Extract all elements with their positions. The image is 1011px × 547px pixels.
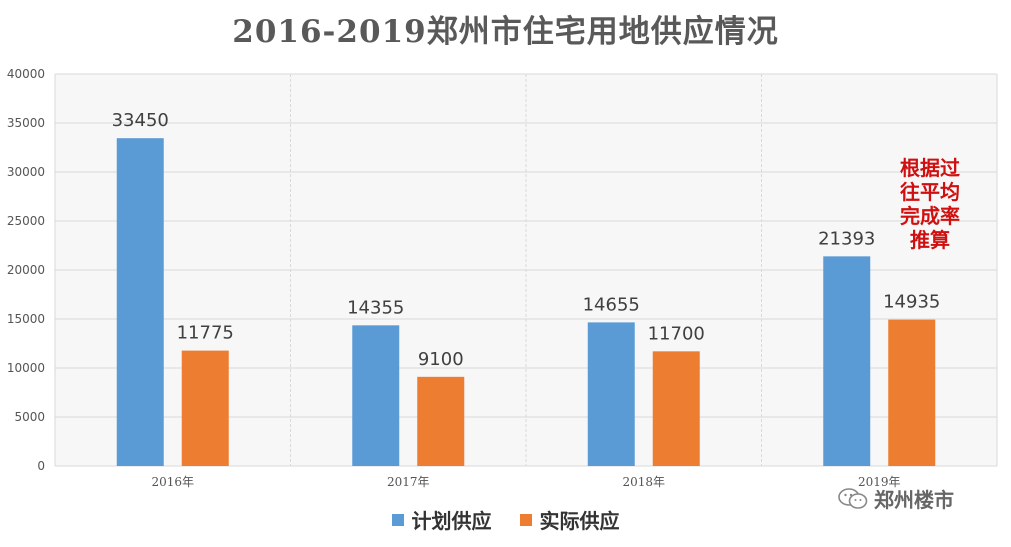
bars	[116, 138, 936, 466]
y-axis-ticks: 0 5000 10000 15000 20000 25000 30000 35000 40000	[7, 67, 45, 473]
annotation-line: 完成率	[900, 204, 960, 228]
legend-swatch-actual	[519, 513, 532, 526]
data-labels: 33450 11775 14355 9100 14655 11700 21393 14935	[112, 110, 941, 370]
data-label: 11700	[648, 323, 705, 344]
bar-planned	[116, 138, 164, 466]
bar-actual	[888, 319, 936, 466]
bar-planned	[823, 256, 871, 466]
legend-swatch-planned	[391, 513, 404, 526]
data-label: 9100	[418, 349, 464, 370]
chart-legend: 计划供应 实际供应	[0, 505, 1011, 534]
watermark: 郑州楼市	[838, 484, 954, 513]
y-tick-label: 10000	[7, 361, 45, 375]
x-tick-label: 2016年	[151, 475, 194, 489]
data-label: 14355	[347, 297, 404, 318]
x-tick-label: 2019年	[858, 475, 901, 489]
data-label: 33450	[112, 110, 169, 131]
y-tick-label: 30000	[7, 165, 45, 179]
data-label: 14655	[583, 294, 640, 315]
legend-item-planned: 计划供应	[391, 505, 492, 534]
legend-label-planned: 计划供应	[411, 509, 492, 533]
x-axis-labels: 2016年 2017年 2018年 2019年	[151, 475, 900, 489]
legend-label-actual: 实际供应	[539, 509, 620, 533]
wechat-icon	[838, 487, 868, 509]
bar-actual	[417, 376, 465, 466]
annotation-line: 推算	[910, 228, 950, 252]
y-tick-label: 40000	[7, 67, 45, 81]
y-tick-label: 5000	[14, 410, 45, 424]
legend-item-actual: 实际供应	[519, 505, 620, 534]
bar-chart: 0 5000 10000 15000 20000 25000 30000 35000 40000…	[7, 67, 998, 489]
bar-planned	[587, 322, 635, 466]
y-tick-label: 15000	[7, 312, 45, 326]
estimation-annotation: 根据过 往平均 完成率 推算	[884, 156, 976, 252]
annotation-line: 往平均	[900, 180, 960, 204]
data-label: 21393	[818, 228, 875, 249]
chart-title: 2016-2019郑州市住宅用地供应情况	[232, 14, 779, 50]
data-label: 14935	[883, 292, 940, 313]
bar-actual	[181, 350, 229, 466]
x-tick-label: 2018年	[622, 475, 665, 489]
y-tick-label: 35000	[7, 116, 45, 130]
annotation-line: 根据过	[900, 156, 960, 180]
bar-planned	[352, 325, 400, 466]
bar-actual	[652, 351, 700, 466]
y-tick-label: 0	[37, 459, 45, 473]
y-tick-label: 25000	[7, 214, 45, 228]
y-tick-label: 20000	[7, 263, 45, 277]
x-tick-label: 2017年	[387, 475, 430, 489]
watermark-text: 郑州楼市	[874, 488, 954, 512]
data-label: 11775	[177, 323, 234, 344]
